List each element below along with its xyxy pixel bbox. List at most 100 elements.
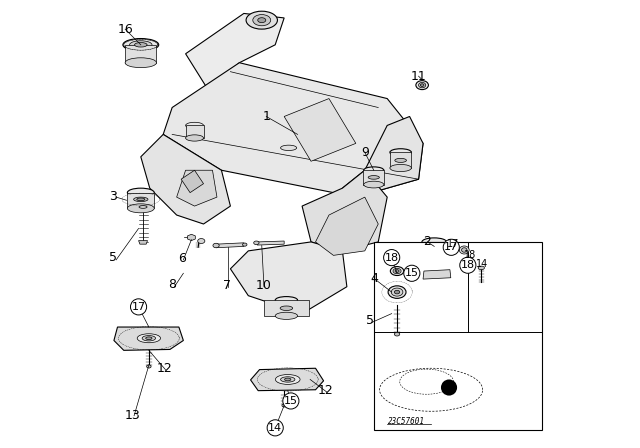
Circle shape <box>383 250 400 266</box>
Text: 17: 17 <box>444 242 458 252</box>
Text: 23C57601: 23C57601 <box>388 418 425 426</box>
Ellipse shape <box>390 164 412 172</box>
Ellipse shape <box>285 378 291 381</box>
Text: 6: 6 <box>178 252 186 266</box>
Ellipse shape <box>460 246 469 254</box>
Ellipse shape <box>137 334 161 343</box>
Ellipse shape <box>280 306 292 310</box>
Polygon shape <box>422 242 446 265</box>
Ellipse shape <box>275 375 300 384</box>
Text: 17: 17 <box>447 239 460 249</box>
Text: 4: 4 <box>371 272 379 285</box>
Text: 1: 1 <box>262 110 270 123</box>
Text: 15: 15 <box>405 268 419 278</box>
Text: 13: 13 <box>125 409 141 422</box>
Ellipse shape <box>422 261 447 269</box>
Ellipse shape <box>422 238 447 246</box>
Ellipse shape <box>394 332 400 336</box>
Ellipse shape <box>198 238 205 244</box>
Ellipse shape <box>186 122 204 129</box>
Text: 9: 9 <box>361 146 369 159</box>
Circle shape <box>460 257 476 273</box>
Ellipse shape <box>394 290 400 294</box>
Ellipse shape <box>258 18 266 23</box>
Ellipse shape <box>416 81 428 90</box>
Text: 17: 17 <box>131 302 146 312</box>
Text: 14: 14 <box>268 423 282 433</box>
Polygon shape <box>177 170 217 206</box>
Text: 15: 15 <box>284 396 298 406</box>
Text: 14: 14 <box>476 259 488 269</box>
Text: 18: 18 <box>385 253 399 263</box>
Ellipse shape <box>390 149 412 156</box>
Polygon shape <box>423 270 451 279</box>
Ellipse shape <box>246 11 278 29</box>
Text: 7: 7 <box>223 279 231 293</box>
Ellipse shape <box>127 204 154 213</box>
Ellipse shape <box>282 404 287 407</box>
Ellipse shape <box>253 15 271 26</box>
Ellipse shape <box>478 266 484 270</box>
Polygon shape <box>181 170 204 193</box>
Polygon shape <box>216 243 244 248</box>
Polygon shape <box>257 241 284 245</box>
Polygon shape <box>127 193 154 208</box>
Polygon shape <box>302 170 387 251</box>
Circle shape <box>443 239 460 255</box>
Ellipse shape <box>431 253 438 254</box>
Text: 11: 11 <box>411 69 426 83</box>
Ellipse shape <box>142 336 156 341</box>
Ellipse shape <box>137 198 145 201</box>
Polygon shape <box>114 327 184 350</box>
Ellipse shape <box>146 337 152 340</box>
Ellipse shape <box>213 243 220 248</box>
Text: 10: 10 <box>256 279 272 293</box>
Ellipse shape <box>364 167 384 174</box>
Text: 5: 5 <box>109 251 117 264</box>
Ellipse shape <box>134 197 148 202</box>
Ellipse shape <box>125 58 157 68</box>
Ellipse shape <box>388 286 406 298</box>
Ellipse shape <box>123 39 159 51</box>
Text: 18: 18 <box>464 250 476 260</box>
Ellipse shape <box>464 259 472 264</box>
Ellipse shape <box>253 241 259 245</box>
Polygon shape <box>186 125 204 138</box>
Ellipse shape <box>280 377 295 382</box>
Polygon shape <box>163 63 423 197</box>
Text: 8: 8 <box>168 278 176 291</box>
Ellipse shape <box>147 365 151 368</box>
Polygon shape <box>141 134 230 224</box>
Text: 3: 3 <box>109 190 117 203</box>
Ellipse shape <box>127 188 154 197</box>
Ellipse shape <box>364 181 384 188</box>
Polygon shape <box>139 241 148 244</box>
Polygon shape <box>342 116 423 197</box>
Ellipse shape <box>390 267 404 276</box>
Ellipse shape <box>134 43 147 47</box>
Polygon shape <box>188 234 195 241</box>
Circle shape <box>267 420 284 436</box>
Ellipse shape <box>186 135 204 141</box>
Ellipse shape <box>428 251 441 256</box>
Text: 16: 16 <box>117 22 133 36</box>
Ellipse shape <box>139 206 147 208</box>
Ellipse shape <box>368 176 380 179</box>
Polygon shape <box>125 45 157 63</box>
Ellipse shape <box>391 288 403 296</box>
Ellipse shape <box>130 41 152 49</box>
Circle shape <box>131 299 147 315</box>
Ellipse shape <box>395 270 399 272</box>
Polygon shape <box>230 242 347 314</box>
Polygon shape <box>264 300 309 316</box>
Polygon shape <box>364 170 384 185</box>
Polygon shape <box>284 99 356 161</box>
Ellipse shape <box>466 260 470 263</box>
Text: 5: 5 <box>366 314 374 327</box>
Circle shape <box>404 265 420 281</box>
Ellipse shape <box>275 297 298 304</box>
Ellipse shape <box>243 243 247 246</box>
Ellipse shape <box>393 268 401 274</box>
Polygon shape <box>316 197 378 255</box>
Ellipse shape <box>395 159 406 163</box>
